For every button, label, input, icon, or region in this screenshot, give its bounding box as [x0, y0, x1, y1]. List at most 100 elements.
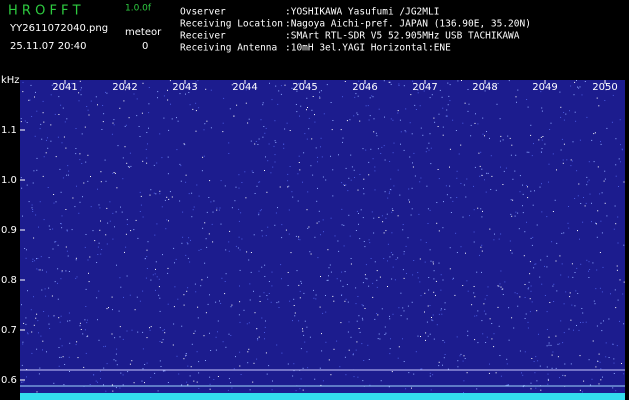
- noise-dot: [574, 111, 576, 113]
- noise-dot: [600, 143, 602, 145]
- noise-dot: [524, 231, 526, 233]
- noise-dot: [61, 215, 63, 217]
- noise-dot: [391, 232, 393, 234]
- noise-dot: [358, 213, 359, 214]
- noise-dot: [207, 276, 208, 278]
- noise-dot: [38, 332, 39, 334]
- noise-dot: [37, 320, 39, 322]
- noise-dot: [306, 351, 308, 353]
- noise-dot: [468, 103, 470, 105]
- noise-dot: [522, 374, 524, 376]
- noise-dot: [457, 366, 459, 368]
- noise-dot: [517, 305, 519, 307]
- noise-dot: [345, 167, 347, 169]
- noise-dot: [287, 173, 289, 175]
- noise-dot: [456, 336, 458, 338]
- noise-dot: [582, 391, 583, 393]
- noise-dot: [489, 228, 491, 230]
- noise-dot: [351, 166, 353, 168]
- noise-dot: [311, 109, 313, 111]
- noise-dot: [357, 189, 359, 191]
- noise-dot: [608, 357, 610, 358]
- noise-dot: [546, 366, 548, 368]
- noise-dot: [391, 208, 393, 210]
- noise-dot: [39, 269, 41, 271]
- noise-dot: [604, 178, 606, 180]
- noise-dot: [144, 258, 146, 260]
- noise-dot: [443, 201, 444, 203]
- noise-dot: [579, 355, 581, 357]
- noise-dot: [325, 179, 327, 181]
- noise-dot: [548, 344, 550, 346]
- noise-dot: [594, 303, 596, 305]
- noise-dot: [119, 336, 121, 338]
- noise-dot: [408, 188, 410, 190]
- noise-dot: [154, 234, 156, 236]
- noise-dot: [402, 307, 404, 309]
- noise-dot: [187, 365, 189, 367]
- noise-dot: [388, 386, 390, 388]
- noise-dot: [490, 155, 492, 157]
- noise-dot: [259, 210, 261, 212]
- noise-dot: [194, 283, 196, 285]
- noise-dot: [483, 310, 485, 312]
- noise-dot: [185, 181, 187, 183]
- noise-dot: [225, 273, 227, 275]
- noise-dot: [390, 118, 392, 120]
- noise-dot: [210, 127, 212, 129]
- noise-dot: [239, 301, 241, 303]
- noise-dot: [172, 344, 174, 346]
- noise-dot: [369, 97, 371, 99]
- noise-dot: [69, 342, 71, 344]
- noise-dot: [123, 100, 125, 102]
- noise-dot: [114, 172, 116, 174]
- noise-dot: [570, 85, 572, 87]
- noise-dot: [437, 169, 439, 170]
- noise-dot: [300, 348, 302, 350]
- noise-dot: [168, 220, 169, 222]
- noise-dot: [31, 207, 33, 209]
- noise-dot: [171, 118, 173, 120]
- noise-dot: [133, 93, 135, 95]
- noise-dot: [349, 235, 351, 237]
- noise-dot: [336, 278, 338, 280]
- noise-dot: [529, 273, 531, 275]
- noise-dot: [142, 348, 144, 350]
- noise-dot: [179, 163, 181, 165]
- noise-dot: [47, 147, 49, 149]
- noise-dot: [60, 104, 62, 106]
- noise-dot: [314, 236, 316, 238]
- noise-dot: [80, 87, 82, 89]
- noise-dot: [354, 96, 356, 98]
- noise-dot: [219, 300, 220, 302]
- noise-dot: [593, 133, 595, 135]
- noise-dot: [442, 340, 444, 341]
- noise-dot: [571, 263, 573, 265]
- noise-dot: [33, 324, 35, 326]
- noise-dot: [455, 130, 457, 131]
- noise-dot: [66, 229, 68, 231]
- noise-dot: [504, 281, 506, 283]
- noise-dot: [511, 317, 513, 319]
- noise-dot: [40, 335, 42, 337]
- noise-dot: [525, 313, 527, 315]
- noise-dot: [413, 260, 415, 261]
- noise-dot: [197, 317, 199, 319]
- noise-dot: [198, 195, 200, 197]
- noise-dot: [347, 331, 349, 333]
- noise-dot: [577, 230, 578, 232]
- noise-dot: [53, 194, 55, 195]
- noise-dot: [576, 170, 578, 172]
- noise-dot: [195, 130, 197, 132]
- noise-dot: [224, 185, 226, 187]
- noise-dot: [233, 368, 235, 370]
- noise-dot: [389, 353, 391, 355]
- noise-dot: [621, 363, 622, 364]
- noise-dot: [131, 329, 133, 331]
- noise-dot: [511, 252, 513, 254]
- noise-dot: [561, 138, 563, 140]
- noise-dot: [420, 177, 422, 179]
- noise-dot: [575, 290, 577, 292]
- noise-dot: [560, 149, 562, 151]
- noise-dot: [258, 212, 260, 214]
